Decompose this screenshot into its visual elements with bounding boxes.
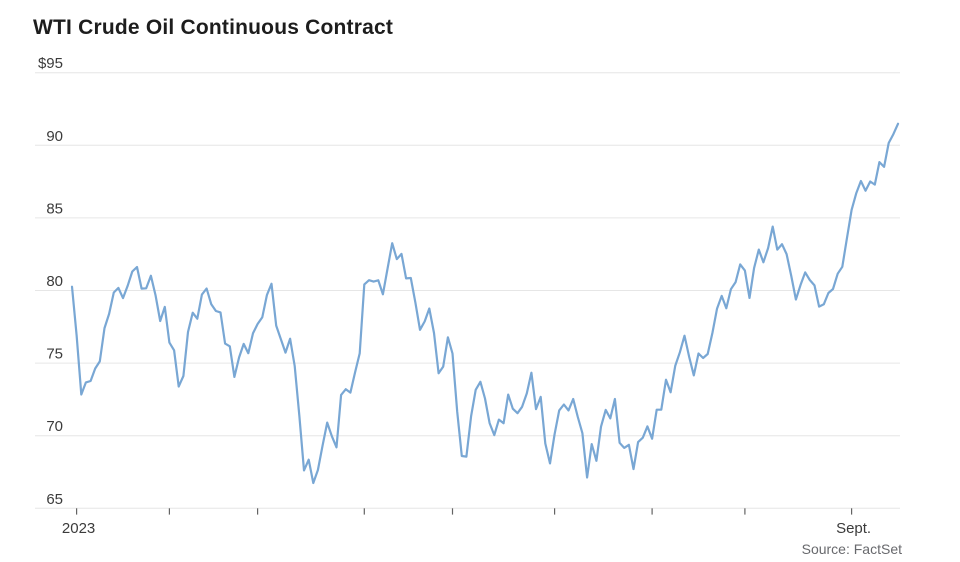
y-axis-label: 75 (46, 346, 63, 363)
y-axis-label: 70 (46, 418, 63, 435)
x-axis-label: 2023 (62, 520, 95, 537)
y-axis-label: 65 (46, 491, 63, 508)
y-axis-label: $95 (38, 55, 63, 72)
y-axis-label: 80 (46, 273, 63, 290)
y-axis-label: 85 (46, 200, 63, 217)
chart-title: WTI Crude Oil Continuous Contract (33, 16, 394, 39)
y-axis-label: 90 (46, 128, 63, 145)
source-attribution: Source: FactSet (801, 541, 902, 557)
x-axis-label: Sept. (836, 520, 871, 537)
price-line-series[interactable] (70, 122, 900, 485)
